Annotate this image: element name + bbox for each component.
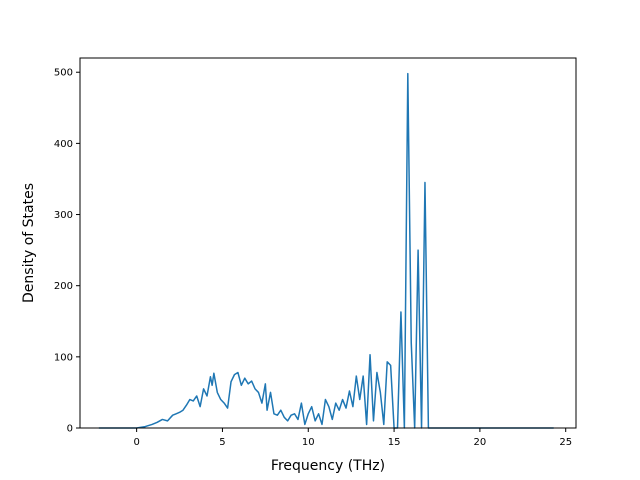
x-tick-label: 10 bbox=[302, 437, 315, 448]
x-tick-label: 20 bbox=[474, 437, 487, 448]
y-tick-label: 400 bbox=[54, 139, 73, 150]
y-axis-label: Density of States bbox=[21, 183, 37, 303]
plot-area bbox=[79, 57, 577, 429]
x-tick-label: 15 bbox=[388, 437, 401, 448]
x-tick-label: 5 bbox=[219, 437, 225, 448]
y-tick-label: 300 bbox=[54, 210, 73, 221]
x-ticks: 0 5 10 15 20 25 bbox=[133, 428, 572, 448]
y-tick-label: 0 bbox=[67, 424, 73, 435]
axes-frame bbox=[79, 57, 577, 429]
x-tick-label: 25 bbox=[559, 437, 572, 448]
y-tick-label: 200 bbox=[54, 281, 73, 292]
y-tick-label: 100 bbox=[54, 352, 73, 363]
y-ticks: 0 100 200 300 400 500 bbox=[54, 68, 80, 435]
y-tick-label: 500 bbox=[54, 68, 73, 79]
x-tick-label: 0 bbox=[133, 437, 139, 448]
x-axis-label: Frequency (THz) bbox=[271, 458, 385, 474]
